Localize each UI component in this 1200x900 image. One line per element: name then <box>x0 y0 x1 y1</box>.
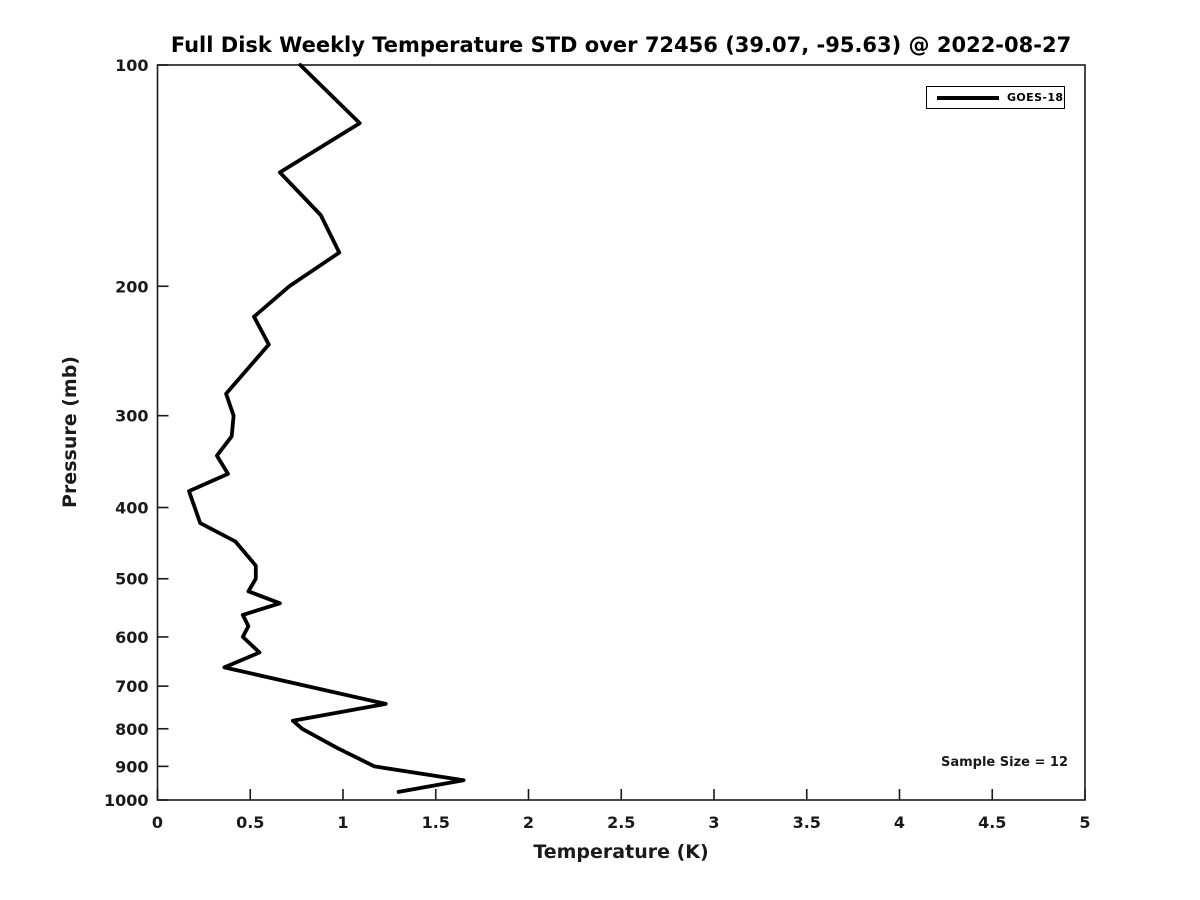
y-axis-label: Pressure (mb) <box>59 356 81 508</box>
y-tick-label: 100 <box>115 56 148 75</box>
y-tick-label: 700 <box>115 677 148 696</box>
x-tick-label: 2 <box>523 813 534 832</box>
y-tick-label: 1000 <box>104 791 149 810</box>
y-tick-label: 600 <box>115 628 148 647</box>
sample-size-annotation: Sample Size = 12 <box>940 755 1068 770</box>
y-tick-label: 400 <box>115 499 148 518</box>
y-tick-label: 900 <box>115 757 148 776</box>
y-tick-label: 800 <box>115 720 148 739</box>
x-tick-label: 1.5 <box>422 813 450 832</box>
x-tick-label: 4.5 <box>978 813 1006 832</box>
series-line-goes-18 <box>187 63 466 794</box>
legend-line-sample-icon <box>937 95 999 100</box>
axes-box <box>156 64 1086 801</box>
x-tick-label: 5 <box>1079 813 1090 832</box>
y-tick-label: 300 <box>115 407 148 426</box>
x-tick-label: 0.5 <box>236 813 264 832</box>
legend-series-label: GOES-18 <box>1007 91 1064 104</box>
x-tick-label: 1 <box>337 813 348 832</box>
x-tick-label: 4 <box>894 813 905 832</box>
x-axis-label: Temperature (K) <box>533 841 709 863</box>
chart-title: Full Disk Weekly Temperature STD over 72… <box>170 33 1072 57</box>
x-tick-label: 3.5 <box>793 813 821 832</box>
y-tick-label: 200 <box>115 277 148 296</box>
legend-box: GOES-18 <box>926 86 1065 109</box>
x-tick-label: 2.5 <box>607 813 635 832</box>
y-tick-label: 500 <box>115 570 148 589</box>
x-tick-label: 3 <box>708 813 719 832</box>
x-tick-label: 0 <box>152 813 163 832</box>
